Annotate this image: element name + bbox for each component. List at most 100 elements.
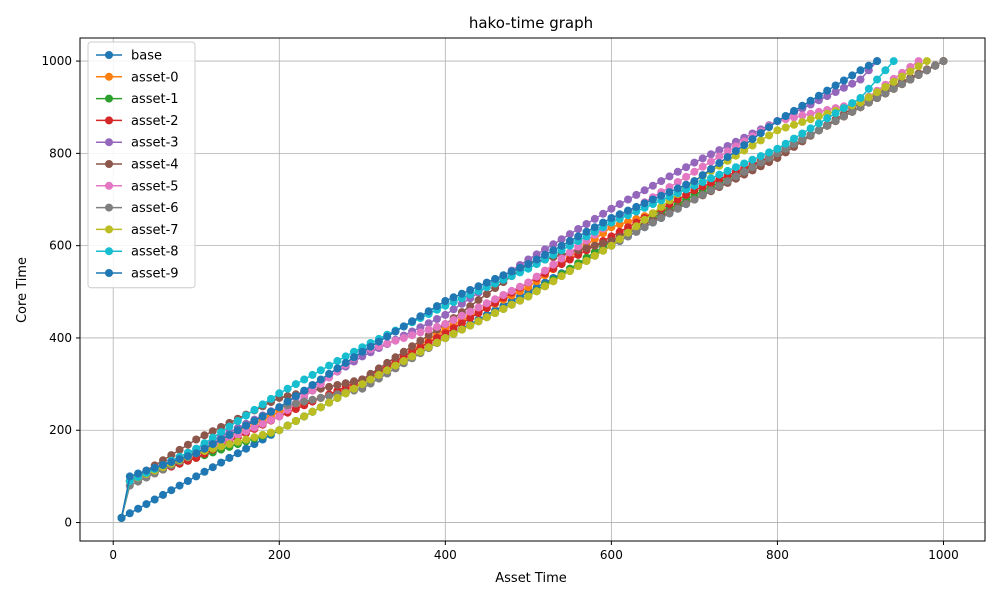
data-point <box>615 200 624 209</box>
data-point <box>856 75 865 84</box>
data-point <box>549 240 558 249</box>
data-point <box>806 130 815 139</box>
data-point <box>117 513 126 522</box>
data-point <box>192 449 201 458</box>
data-point <box>839 104 848 113</box>
data-point <box>590 223 599 232</box>
data-point <box>233 426 242 435</box>
data-point <box>748 141 757 150</box>
data-point <box>300 397 309 406</box>
data-point <box>250 423 259 432</box>
data-point <box>325 392 334 401</box>
series-asset-9 <box>117 57 882 522</box>
data-point <box>233 437 242 446</box>
data-point <box>765 123 774 132</box>
data-point <box>150 495 159 504</box>
data-point <box>250 417 259 425</box>
data-point <box>499 291 508 299</box>
data-point <box>374 337 383 346</box>
data-point <box>665 209 674 218</box>
data-point <box>499 271 508 280</box>
data-point <box>341 379 350 388</box>
data-point <box>898 80 906 89</box>
data-point <box>267 416 275 425</box>
data-point <box>657 191 666 200</box>
data-point <box>466 314 475 323</box>
data-point <box>582 244 591 252</box>
data-point <box>491 295 500 304</box>
legend-label: asset-0 <box>131 70 179 85</box>
data-point <box>532 255 541 264</box>
data-point <box>673 195 682 204</box>
data-point <box>183 477 192 485</box>
data-point <box>541 250 549 259</box>
legend: base asset-0 asset-1 asset-2 asset-3 asset-4 a… <box>87 41 196 289</box>
data-point <box>333 381 342 389</box>
data-point <box>557 272 566 281</box>
data-point <box>208 433 217 442</box>
data-point <box>267 428 275 437</box>
legend-label: asset-7 <box>131 223 179 238</box>
data-point <box>125 472 134 481</box>
legend-marker <box>105 138 113 147</box>
data-point <box>325 398 334 407</box>
data-point <box>175 481 184 490</box>
data-point <box>673 178 682 186</box>
data-point <box>831 81 840 90</box>
data-point <box>790 140 798 149</box>
data-point <box>399 334 408 342</box>
data-point <box>848 79 857 88</box>
data-point <box>316 366 325 375</box>
data-point <box>565 248 574 257</box>
data-point <box>648 209 657 218</box>
data-point <box>333 393 342 402</box>
data-point <box>267 394 275 403</box>
legend-marker <box>105 160 113 168</box>
x-tick-label: 400 <box>434 548 457 562</box>
data-point <box>200 444 209 453</box>
data-point <box>582 220 591 228</box>
x-tick-label: 200 <box>268 548 291 562</box>
data-point <box>524 292 533 301</box>
data-point <box>798 129 807 138</box>
data-point <box>291 392 300 401</box>
data-point <box>308 407 317 416</box>
data-point <box>624 195 632 204</box>
data-point <box>242 411 251 420</box>
data-point <box>374 364 383 373</box>
data-point <box>399 347 408 356</box>
data-point <box>499 304 508 313</box>
legend-label: asset-5 <box>131 179 179 194</box>
data-point <box>632 202 641 211</box>
data-point <box>350 377 358 386</box>
data-point <box>192 472 201 481</box>
data-point <box>283 384 292 393</box>
data-point <box>541 245 549 254</box>
data-point <box>690 158 699 167</box>
data-point <box>922 66 931 75</box>
data-point <box>715 146 724 155</box>
data-point <box>516 296 524 305</box>
data-point <box>250 440 259 449</box>
data-point <box>200 439 209 448</box>
data-point <box>325 361 334 370</box>
data-point <box>607 241 616 250</box>
data-point <box>441 297 450 305</box>
data-point <box>765 154 774 162</box>
data-point <box>358 347 367 356</box>
data-point <box>275 426 284 435</box>
data-point <box>466 286 475 294</box>
data-point <box>939 57 948 66</box>
data-point <box>333 364 342 373</box>
data-point <box>723 142 732 150</box>
data-point <box>864 93 873 102</box>
legend-label: asset-4 <box>131 158 179 173</box>
x-tick-label: 0 <box>109 548 117 562</box>
data-point <box>291 380 300 389</box>
data-point <box>565 230 574 239</box>
data-point <box>599 209 608 218</box>
data-point <box>449 305 458 314</box>
x-axis-title: Asset Time <box>495 571 566 586</box>
data-point <box>383 358 392 367</box>
data-point <box>607 204 616 213</box>
